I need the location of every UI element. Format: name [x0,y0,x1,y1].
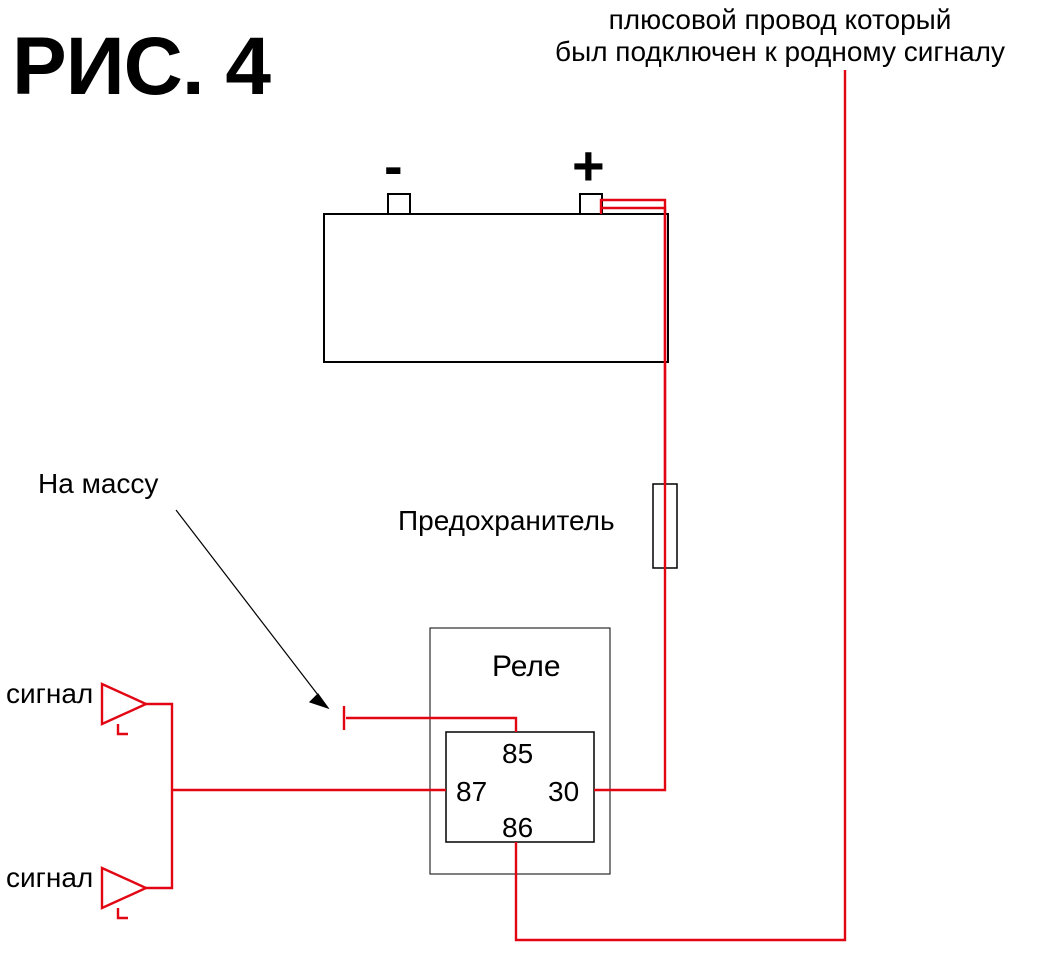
wire-to-signal-bottom [146,790,172,888]
signal-horn-bottom [102,868,146,918]
wire-to-signal-top [146,704,172,790]
battery-neg-terminal [388,194,410,214]
wire-fuse-to-relay30 [594,568,665,790]
battery-pos-terminal [580,194,602,214]
wire-plus-signal [516,70,845,940]
relay-inner-box [446,732,594,842]
wire-relay85-to-ground [346,718,516,732]
wiring-diagram [0,0,1055,973]
relay-outer-box [430,628,610,874]
ground-arrow [176,510,328,708]
signal-horn-top [102,684,146,734]
battery-body [324,214,668,362]
